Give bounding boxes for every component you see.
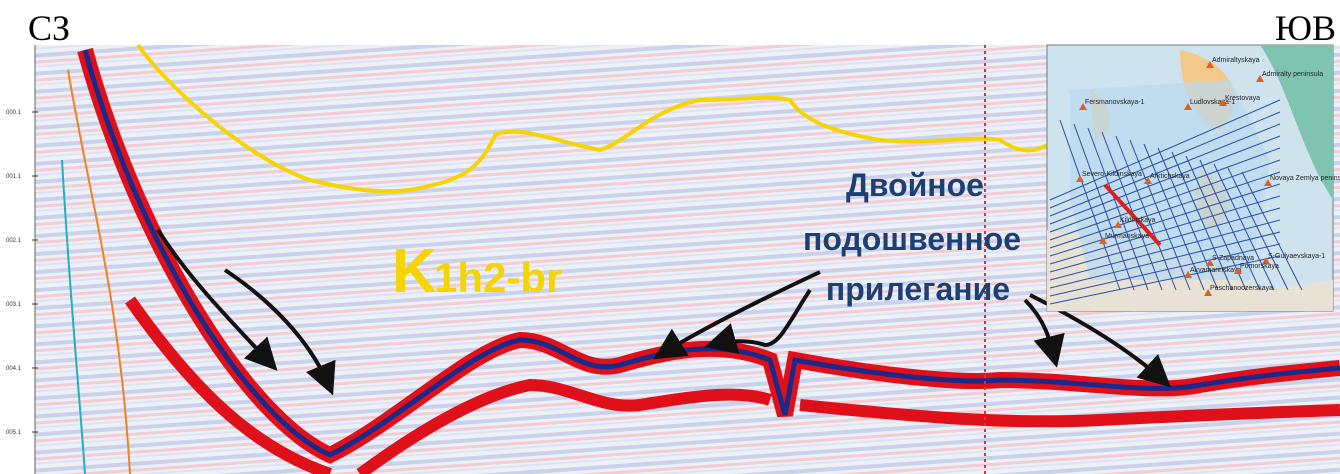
axis-labels: 000.1 001.1 002.1 003.1 004.1 005.1 <box>6 110 38 436</box>
well-line <box>67 69 131 474</box>
profile <box>1213 163 1275 291</box>
field-marker <box>1144 177 1152 184</box>
land <box>1260 45 1333 200</box>
map-label: S-Zapadnaya <box>1212 255 1254 262</box>
map-label: Novaya Zemlya peninsula <box>1270 175 1340 182</box>
profile <box>1115 135 1177 291</box>
profile-location <box>1103 183 1162 247</box>
unit-label: K <box>392 237 437 306</box>
profile <box>1059 119 1121 291</box>
field-marker <box>1099 237 1107 244</box>
field-marker <box>1262 257 1270 264</box>
axis-label: 004.1 <box>6 366 22 372</box>
map-label: Severo-Kildinskaya <box>1082 171 1142 178</box>
profile <box>1049 147 1281 233</box>
map-label: Pomorskaya <box>1240 263 1279 270</box>
header-right: ЮВ <box>1275 8 1336 48</box>
profile <box>1049 207 1281 273</box>
field-marker <box>1204 289 1212 296</box>
profile <box>1073 123 1135 291</box>
profile <box>1049 219 1281 281</box>
field-marker <box>1264 179 1272 186</box>
unit-label: 1h2-br <box>434 254 562 301</box>
profile-grid <box>1049 99 1303 305</box>
profile <box>1049 231 1281 289</box>
profile <box>1129 139 1191 291</box>
map-label: Ludlovskaya-1 <box>1190 99 1235 106</box>
profile <box>1171 151 1233 291</box>
profile <box>1049 243 1281 297</box>
map-label: S-Gulyaevskaya-1 <box>1268 253 1325 260</box>
map-label: Murmanskaya <box>1105 233 1149 240</box>
field-marker <box>1114 221 1122 228</box>
field-marker <box>1076 175 1084 182</box>
axis-label: 001.1 <box>6 174 22 180</box>
profile <box>1049 111 1281 209</box>
map-label: Admiraltyskaya <box>1212 57 1260 64</box>
horizon-yellow <box>136 43 1049 194</box>
survey-area <box>1070 80 1270 280</box>
profile <box>1049 159 1281 241</box>
profile <box>1049 99 1281 201</box>
map-label: Fersmanovskaya-1 <box>1085 99 1145 106</box>
profile <box>1049 135 1281 225</box>
map-label: Peschanoozerskaya <box>1210 285 1273 292</box>
map-label: Akvamarinskaya <box>1190 267 1241 274</box>
annotation: подошвенное <box>803 221 1021 257</box>
arrow <box>223 268 336 396</box>
arrow <box>704 288 812 355</box>
arrow <box>653 270 821 360</box>
arrow <box>1023 298 1065 368</box>
profile <box>1049 123 1281 217</box>
axis-label: 003.1 <box>6 302 22 308</box>
annotation: Двойное <box>846 167 984 203</box>
field-marker <box>1079 103 1087 110</box>
field-marker <box>1234 267 1242 274</box>
profile <box>1049 255 1281 305</box>
field-marker <box>1206 259 1214 266</box>
arrow <box>156 228 278 371</box>
profile <box>1185 155 1247 291</box>
profile <box>1049 195 1281 265</box>
profile <box>1241 171 1303 291</box>
profile <box>1087 127 1149 291</box>
field-marker <box>1206 61 1214 68</box>
axis-label: 005.1 <box>6 430 22 436</box>
annotation: прилегание <box>826 271 1010 307</box>
field-marker <box>1184 271 1192 278</box>
profile <box>1157 147 1219 291</box>
map-label: Krestovaya <box>1225 95 1260 102</box>
profile <box>1199 159 1261 291</box>
axis-label: 000.1 <box>6 110 22 116</box>
map-label: Arktichskaya <box>1150 173 1190 180</box>
field-marker <box>1184 103 1192 110</box>
profile <box>1049 171 1281 249</box>
well-line <box>61 159 86 474</box>
field-marker <box>1256 75 1264 82</box>
axis-label: 002.1 <box>6 238 22 244</box>
horizon-red <box>125 296 1340 474</box>
header-left: СЗ <box>28 8 70 48</box>
map-label: Admiralty peninsula <box>1262 71 1323 78</box>
profile <box>1227 167 1289 291</box>
field-marker <box>1219 99 1227 106</box>
map-label: Kildinskaya <box>1120 217 1156 224</box>
